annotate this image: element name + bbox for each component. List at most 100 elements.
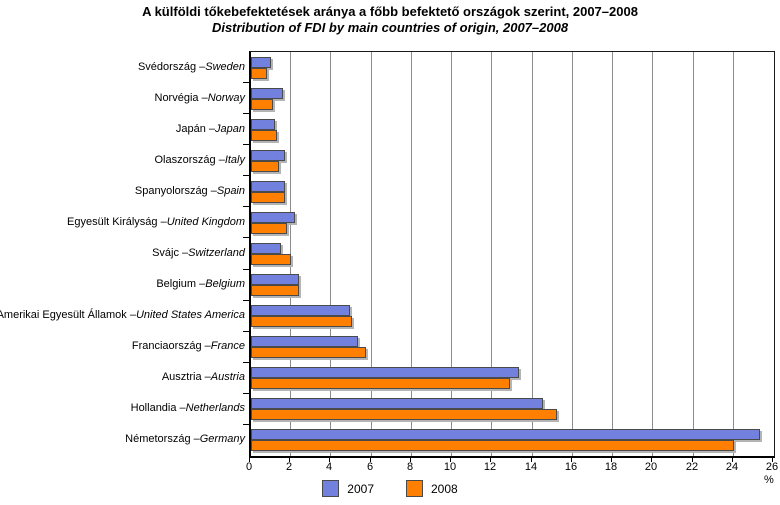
- x-axis-tick-label: 0: [245, 461, 253, 473]
- x-axis-tick-label: 2: [285, 461, 293, 473]
- bar-2007-norway: [251, 88, 283, 99]
- bar-2008-spain: [251, 192, 285, 203]
- category-label-united-states-america: Amerikai Egyesült Államok – United State…: [0, 309, 245, 322]
- bar-2007-united-kingdom: [251, 212, 295, 223]
- x-axis-tick-label: 4: [325, 461, 333, 473]
- bar-2008-france: [251, 347, 366, 358]
- y-axis-tick: [243, 424, 250, 425]
- category-label-spain: Spanyolország – Spain: [134, 184, 245, 197]
- x-axis-tick: [410, 457, 411, 462]
- gridline: [652, 52, 653, 456]
- bar-2008-austria: [251, 378, 510, 389]
- x-axis-tick: [531, 457, 532, 462]
- y-axis-tick: [243, 269, 250, 270]
- legend-swatch-2008-icon: [406, 480, 423, 497]
- y-axis-tick: [243, 82, 250, 83]
- x-axis-tick: [490, 457, 491, 462]
- legend-swatch-2007-icon: [322, 480, 340, 497]
- bar-2008-germany: [251, 440, 734, 451]
- y-axis-tick: [243, 237, 250, 238]
- gridline: [330, 52, 331, 456]
- category-label-japan: Japán – Japan: [175, 122, 245, 135]
- bar-2007-austria: [251, 367, 519, 378]
- y-axis-tick: [243, 206, 250, 207]
- legend-entry-2007: 2007: [322, 480, 374, 497]
- x-axis-tick-label: 22: [685, 461, 699, 473]
- x-axis-tick-label: 26: [765, 461, 779, 473]
- y-axis-tick: [243, 393, 250, 394]
- x-axis-unit-label: %: [764, 474, 774, 486]
- x-axis-tick-label: 6: [366, 461, 374, 473]
- x-axis-tick-label: 18: [604, 461, 618, 473]
- x-axis-tick-label: 24: [725, 461, 739, 473]
- bar-2007-spain: [251, 181, 285, 192]
- gridline: [532, 52, 533, 456]
- gridline: [451, 52, 452, 456]
- category-label-norway: Norvégia – Norway: [154, 91, 246, 104]
- x-axis-tick-label: 8: [406, 461, 414, 473]
- y-axis-tick: [243, 113, 250, 114]
- category-label-switzerland: Svájc – Switzerland: [152, 246, 245, 259]
- bar-2007-france: [251, 336, 358, 347]
- x-axis-tick: [692, 457, 693, 462]
- x-axis-tick: [611, 457, 612, 462]
- chart-title-english: Distribution of FDI by main countries of…: [211, 20, 569, 35]
- category-label-germany: Németország – Germany: [125, 433, 245, 446]
- bar-2008-switzerland: [251, 254, 291, 265]
- x-axis-tick: [450, 457, 451, 462]
- bar-2007-united-states-america: [251, 305, 350, 316]
- bar-2007-germany: [251, 429, 760, 440]
- bar-2008-japan: [251, 130, 277, 141]
- gridline: [572, 52, 573, 456]
- bar-2007-belgium: [251, 274, 299, 285]
- gridline: [371, 52, 372, 456]
- gridline: [491, 52, 492, 456]
- x-axis-tick: [329, 457, 330, 462]
- legend-label-2008: 2008: [431, 481, 458, 496]
- bar-2007-italy: [251, 150, 285, 161]
- category-label-netherlands: Hollandia – Netherlands: [130, 402, 245, 415]
- legend: 2007 2008: [0, 480, 780, 497]
- legend-entry-2008: 2008: [406, 480, 458, 497]
- category-label-italy: Olaszország – Italy: [154, 153, 246, 166]
- y-axis-tick: [243, 144, 250, 145]
- chart-title-block: A külföldi tőkebefektetések aránya a főb…: [0, 4, 780, 36]
- x-axis-tick-label: 16: [564, 461, 578, 473]
- plot-area: [249, 51, 775, 458]
- bar-2008-belgium: [251, 285, 299, 296]
- gridline: [612, 52, 613, 456]
- x-axis-tick: [772, 457, 773, 462]
- x-axis-tick: [370, 457, 371, 462]
- y-axis-tick: [243, 175, 250, 176]
- bar-2008-united-states-america: [251, 316, 352, 327]
- bar-2008-norway: [251, 99, 273, 110]
- bar-2008-sweden: [251, 68, 267, 79]
- x-axis-tick: [571, 457, 572, 462]
- y-axis-tick: [243, 300, 250, 301]
- bar-2007-switzerland: [251, 243, 281, 254]
- gridline: [693, 52, 694, 456]
- bar-2008-netherlands: [251, 409, 557, 420]
- gridline: [733, 52, 734, 456]
- legend-label-2007: 2007: [347, 481, 374, 496]
- bar-2007-japan: [251, 119, 275, 130]
- x-axis-tick: [249, 457, 250, 462]
- bar-2008-italy: [251, 161, 279, 172]
- category-label-sweden: Svédország – Sweden: [137, 60, 245, 73]
- y-axis-tick: [243, 362, 250, 363]
- x-axis-tick: [732, 457, 733, 462]
- x-axis-tick: [289, 457, 290, 462]
- bar-2007-netherlands: [251, 398, 543, 409]
- category-label-belgium: Belgium – Belgium: [156, 278, 245, 291]
- x-axis-tick-label: 14: [524, 461, 538, 473]
- category-label-united-kingdom: Egyesült Királyság – United Kingdom: [67, 215, 245, 228]
- x-axis-tick-label: 20: [644, 461, 658, 473]
- x-axis-tick: [651, 457, 652, 462]
- x-axis-tick-label: 12: [483, 461, 497, 473]
- bar-2007-sweden: [251, 57, 271, 68]
- bar-2008-united-kingdom: [251, 223, 287, 234]
- gridline: [411, 52, 412, 456]
- category-label-france: Franciaország – France: [131, 340, 245, 353]
- y-axis-tick: [243, 331, 250, 332]
- chart-title-hungarian: A külföldi tőkebefektetések aránya a főb…: [142, 4, 638, 19]
